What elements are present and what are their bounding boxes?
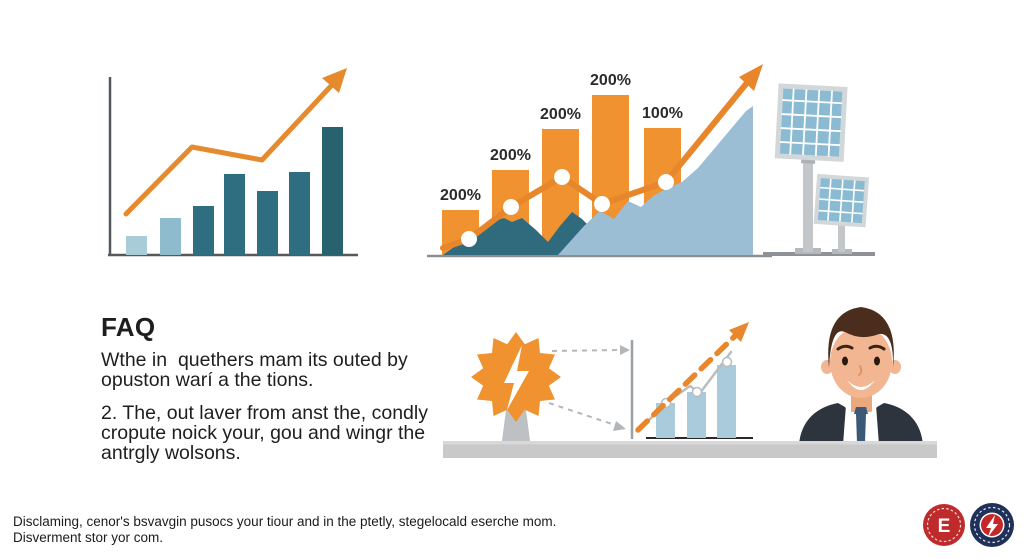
faq-item-2-line-1: 2. The, out laver from anst the, condly: [101, 402, 428, 424]
emblem-letter: E: [938, 516, 951, 537]
svg-text:200%: 200%: [540, 106, 581, 123]
panel-pole: [803, 158, 813, 252]
faq-item-2-line-2: cropute noick your, gou and wingr the: [101, 422, 426, 444]
lightning-starburst-icon: [471, 332, 561, 422]
dashed-connector-arrows: [548, 345, 630, 431]
faq-item-1-line-1: Wthe in quethers mam its outed by: [101, 349, 408, 371]
solar-panel-small-icon: [813, 173, 870, 228]
faq-section: FAQ Wthe in quethers mam its outed by op…: [101, 312, 441, 476]
faq-item-1-line-2: opuston warí a the tions.: [101, 369, 314, 391]
red-circular-emblem: E: [923, 504, 965, 546]
growth-trend-chart-plot: [123, 68, 347, 255]
svg-text:200%: 200%: [440, 187, 481, 204]
svg-text:200%: 200%: [490, 147, 531, 164]
pole-foot-small: [832, 249, 852, 254]
disclaimer-text: Disclaming, cenor's bsvavgin pusocs your…: [13, 514, 556, 545]
faq-item-1: Wthe in quethers mam its outed by opusto…: [101, 350, 441, 390]
platform-bar: [443, 441, 937, 458]
tie: [856, 414, 866, 443]
disclaimer-line-1: Disclaming, cenor's bsvavgin pusocs your…: [13, 514, 557, 529]
performance-percentage-chart-plot: 200% 200% 200% 200% 100%: [440, 64, 763, 255]
svg-text:100%: 100%: [642, 105, 683, 122]
hair: [828, 307, 894, 368]
faq-item-2-line-3: antrgly wolsons.: [101, 442, 241, 464]
shirt: [843, 405, 879, 445]
disclaimer-line-2: Disverment stor yor com.: [13, 529, 164, 545]
ground-line: [763, 252, 875, 256]
mini-growth-chart-plot: [635, 322, 749, 438]
lightning-bolt-icon: [504, 345, 529, 410]
solar-panel-large-icon: [774, 83, 848, 164]
faq-heading: FAQ: [101, 312, 156, 342]
panel-pole-small: [838, 220, 845, 252]
faq-item-2: 2. The, out laver from anst the, condly …: [101, 403, 441, 463]
suit: [799, 403, 923, 445]
smile: [847, 380, 875, 390]
businessman-avatar: [799, 307, 923, 445]
svg-text:200%: 200%: [590, 72, 631, 89]
starburst-stand: [502, 410, 530, 441]
pole-foot: [795, 248, 821, 254]
navy-lightning-emblem: [970, 503, 1014, 547]
badge-lightning-icon: [986, 515, 998, 537]
